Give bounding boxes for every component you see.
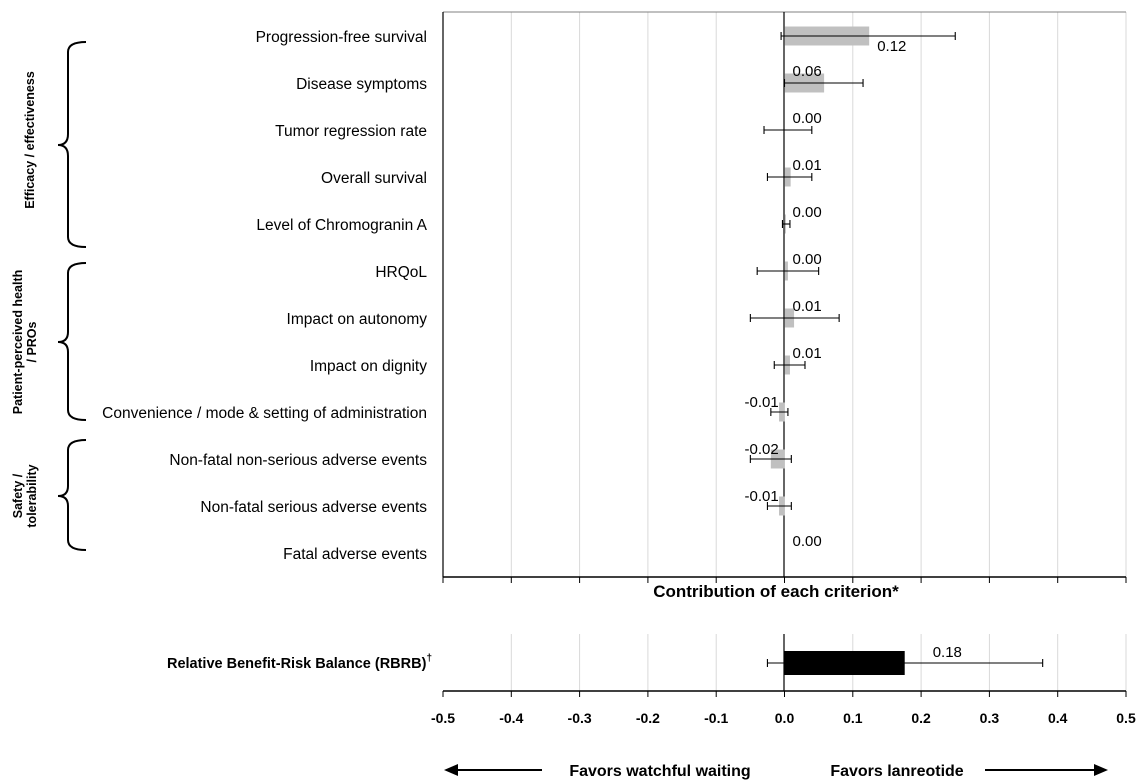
x-tick-label: -0.4 — [499, 710, 523, 726]
favors-lanreotide: Favors lanreotide — [830, 763, 963, 780]
category-label: Level of Chromogranin A — [256, 217, 427, 234]
x-tick-label: -0.2 — [636, 710, 660, 726]
value-label: -0.01 — [745, 488, 779, 505]
x-tick-label: 0.2 — [911, 710, 931, 726]
x-tick-label: 0.1 — [843, 710, 863, 726]
value-label: 0.00 — [793, 533, 822, 550]
value-label: 0.01 — [793, 298, 822, 315]
category-label: Tumor regression rate — [275, 123, 427, 140]
value-label: -0.01 — [745, 394, 779, 411]
x-tick-labels: -0.5 -0.4 -0.3 -0.2 -0.1 0.0 0.1 0.2 0.3 0.4 0.5 — [431, 710, 1136, 726]
category-labels: Progression-free survival Disease symptom… — [102, 29, 427, 563]
category-label: Impact on autonomy — [287, 311, 428, 328]
bracket-safety — [58, 440, 86, 550]
group-label-safety: Safety /tolerability — [11, 464, 39, 527]
arrow-right-icon — [1094, 764, 1108, 776]
value-label: 0.00 — [793, 204, 822, 221]
category-label: Non-fatal non-serious adverse events — [169, 452, 427, 469]
x-tick-label: -0.5 — [431, 710, 455, 726]
rbrb-value-label: 0.18 — [933, 644, 962, 661]
x-axis-title: Contribution of each criterion* — [653, 582, 899, 601]
category-label: Disease symptoms — [296, 76, 427, 93]
category-label: HRQoL — [375, 264, 427, 281]
favors-watchful-waiting: Favors watchful waiting — [569, 763, 750, 780]
x-tick-label: 0.4 — [1048, 710, 1068, 726]
value-label: 0.00 — [793, 110, 822, 127]
value-label: 0.00 — [793, 251, 822, 268]
value-label: -0.02 — [745, 441, 779, 458]
category-label: Overall survival — [321, 170, 427, 187]
x-tick-label: 0.5 — [1116, 710, 1136, 726]
value-label: 0.06 — [793, 63, 822, 80]
rbrb-bar-group: 0.18 — [767, 644, 1042, 675]
value-label: 0.12 — [877, 38, 906, 55]
category-label: Fatal adverse events — [283, 546, 427, 563]
value-labels: 0.12 0.06 0.00 0.01 0.00 0.00 0.01 0.01 -0.01 -0.… — [745, 38, 907, 550]
category-label: Progression-free survival — [256, 29, 427, 46]
arrow-left-icon — [444, 764, 458, 776]
x-tick-label: 0.0 — [775, 710, 795, 726]
value-label: 0.01 — [793, 345, 822, 362]
x-tick-label: -0.1 — [704, 710, 728, 726]
x-tick-label: 0.3 — [980, 710, 1000, 726]
value-label: 0.01 — [793, 157, 822, 174]
rbrb-label: Relative Benefit-Risk Balance (RBRB)† — [167, 653, 432, 672]
category-label: Convenience / mode & setting of administ… — [102, 405, 427, 422]
group-label-pros: Patient-perceived health/ PROs — [11, 270, 39, 415]
category-label: Non-fatal serious adverse events — [200, 499, 427, 516]
bracket-pros — [58, 263, 86, 420]
group-label-efficacy: Efficacy / effectiveness — [23, 71, 37, 209]
category-label: Impact on dignity — [310, 358, 427, 375]
x-tick-label: -0.3 — [568, 710, 592, 726]
bracket-efficacy — [58, 42, 86, 247]
